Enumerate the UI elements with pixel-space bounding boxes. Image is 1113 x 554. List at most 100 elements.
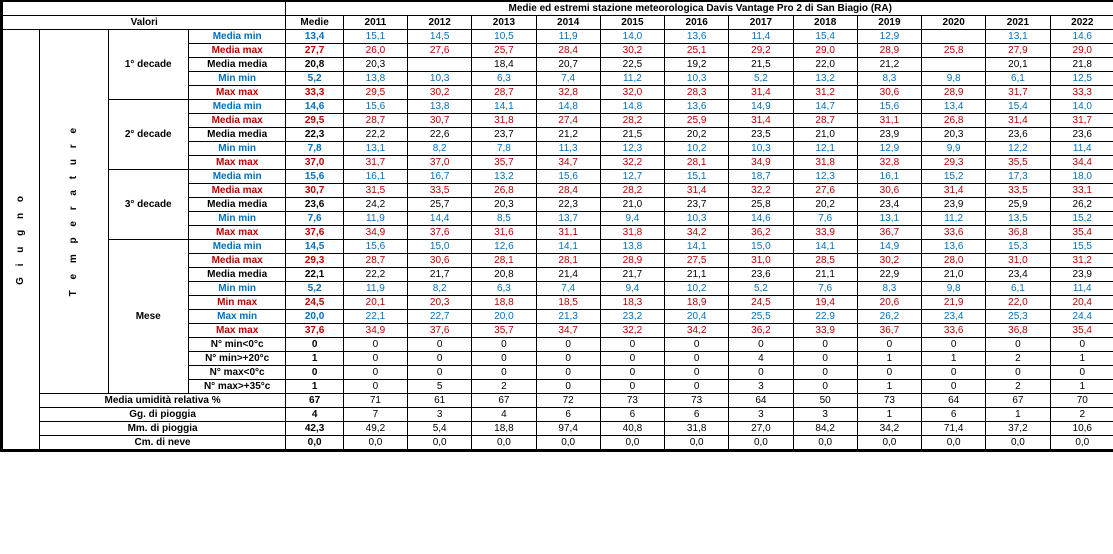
cell: 11,2	[600, 72, 664, 86]
row-label: Max min	[188, 310, 286, 324]
cell: 21,2	[536, 128, 600, 142]
col-year-2019: 2019	[857, 16, 921, 30]
cell: 23,6	[1050, 128, 1113, 142]
cell: 22,2	[343, 128, 407, 142]
cell: 16,7	[408, 170, 472, 184]
cell: 32,2	[600, 156, 664, 170]
summary-label: Media umidità relativa %	[39, 394, 286, 408]
weather-table: Medie ed estremi stazione meteorologica …	[2, 2, 1113, 450]
cell: 28,9	[600, 254, 664, 268]
col-year-2021: 2021	[986, 16, 1050, 30]
cell: 0	[286, 366, 343, 380]
cell: 14,6	[1050, 30, 1113, 44]
cell: 21,0	[793, 128, 857, 142]
cell: 36,2	[729, 324, 793, 338]
summary-cell: 6	[600, 408, 664, 422]
cell: 28,1	[472, 254, 536, 268]
cell: 0	[665, 366, 729, 380]
cell: 21,3	[536, 310, 600, 324]
cell: 20,1	[343, 296, 407, 310]
cell: 0	[472, 338, 536, 352]
cell: 22,7	[408, 310, 472, 324]
summary-cell: 0,0	[986, 436, 1050, 450]
cell: 25,9	[986, 198, 1050, 212]
cell: 14,1	[536, 240, 600, 254]
cell: 22,0	[793, 58, 857, 72]
cell: 0	[986, 366, 1050, 380]
summary-cell: 64	[922, 394, 986, 408]
cell: 8,2	[408, 282, 472, 296]
summary-cell: 0,0	[857, 436, 921, 450]
cell: 31,2	[793, 86, 857, 100]
cell: 21,7	[600, 268, 664, 282]
cell: 8,2	[408, 142, 472, 156]
cell: 15,1	[665, 170, 729, 184]
cell: 31,8	[600, 226, 664, 240]
cell: 31,7	[343, 156, 407, 170]
row-label: N° min<0°c	[188, 338, 286, 352]
cell: 9,4	[600, 282, 664, 296]
cell: 4	[729, 352, 793, 366]
cell: 23,6	[286, 198, 343, 212]
summary-cell: 73	[600, 394, 664, 408]
cell: 33,6	[922, 226, 986, 240]
cell: 33,6	[922, 324, 986, 338]
cell: 26,0	[343, 44, 407, 58]
row-label: Min min	[188, 142, 286, 156]
cell: 34,4	[1050, 156, 1113, 170]
cell: 13,1	[986, 30, 1050, 44]
cell: 31,4	[665, 184, 729, 198]
cell: 8,5	[472, 212, 536, 226]
cell: 1	[286, 380, 343, 394]
summary-label: Cm. di neve	[39, 436, 286, 450]
cell: 7,6	[793, 212, 857, 226]
row-label: N° max<0°c	[188, 366, 286, 380]
summary-cell: 0,0	[1050, 436, 1113, 450]
cell: 20,7	[536, 58, 600, 72]
cell: 13,8	[408, 100, 472, 114]
summary-cell: 0,0	[665, 436, 729, 450]
cell: 37,6	[286, 324, 343, 338]
cell: 31,4	[729, 114, 793, 128]
cell: 31,4	[729, 86, 793, 100]
cell: 13,4	[922, 100, 986, 114]
cell: 34,2	[665, 226, 729, 240]
decade-3: Mese	[108, 240, 188, 394]
cell: 20,2	[793, 198, 857, 212]
cell: 25,8	[922, 44, 986, 58]
cell: 17,3	[986, 170, 1050, 184]
cell: 25,3	[986, 310, 1050, 324]
cell: 5,2	[286, 282, 343, 296]
cell: 28,4	[536, 44, 600, 58]
cell: 22,9	[793, 310, 857, 324]
cell: 12,5	[1050, 72, 1113, 86]
cell: 5	[408, 380, 472, 394]
cell: 0	[922, 338, 986, 352]
cell: 20,0	[286, 310, 343, 324]
cell: 21,4	[536, 268, 600, 282]
cell: 14,6	[729, 212, 793, 226]
cell: 34,7	[536, 324, 600, 338]
cell: 30,7	[286, 184, 343, 198]
row-label: N° max>+35°c	[188, 380, 286, 394]
cell: 29,0	[793, 44, 857, 58]
cell: 0	[729, 338, 793, 352]
cell: 14,1	[665, 240, 729, 254]
cell: 15,5	[1050, 240, 1113, 254]
cell: 0	[408, 338, 472, 352]
cell	[922, 58, 986, 72]
cell: 14,4	[408, 212, 472, 226]
param-label: T e m p e r a t u r e	[68, 124, 79, 296]
cell: 20,0	[472, 310, 536, 324]
cell: 2	[986, 352, 1050, 366]
cell: 18,7	[729, 170, 793, 184]
cell: 33,5	[986, 184, 1050, 198]
cell: 5,2	[729, 282, 793, 296]
cell: 18,3	[600, 296, 664, 310]
cell: 20,3	[343, 58, 407, 72]
cell: 31,7	[986, 86, 1050, 100]
cell: 29,2	[729, 44, 793, 58]
cell: 2	[986, 380, 1050, 394]
cell: 31,0	[729, 254, 793, 268]
cell: 30,2	[857, 254, 921, 268]
